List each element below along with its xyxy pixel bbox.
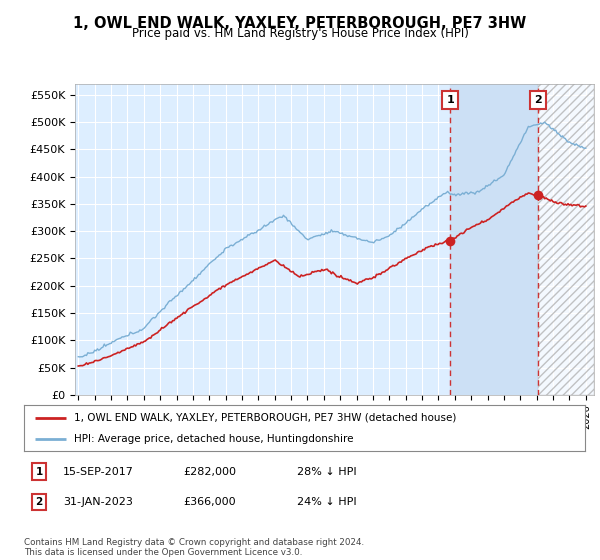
Text: 1: 1 — [446, 95, 454, 105]
Text: 28% ↓ HPI: 28% ↓ HPI — [297, 466, 356, 477]
Text: £282,000: £282,000 — [183, 466, 236, 477]
Text: 2: 2 — [35, 497, 43, 507]
Text: 31-JAN-2023: 31-JAN-2023 — [63, 497, 133, 507]
Text: 2: 2 — [534, 95, 542, 105]
Bar — [538, 84, 594, 395]
Text: 1, OWL END WALK, YAXLEY, PETERBOROUGH, PE7 3HW: 1, OWL END WALK, YAXLEY, PETERBOROUGH, P… — [73, 16, 527, 31]
Text: 1: 1 — [35, 466, 43, 477]
Text: 15-SEP-2017: 15-SEP-2017 — [63, 466, 134, 477]
Bar — [450, 84, 538, 395]
Text: 1, OWL END WALK, YAXLEY, PETERBOROUGH, PE7 3HW (detached house): 1, OWL END WALK, YAXLEY, PETERBOROUGH, P… — [74, 413, 457, 423]
Text: HPI: Average price, detached house, Huntingdonshire: HPI: Average price, detached house, Hunt… — [74, 435, 354, 444]
Text: Price paid vs. HM Land Registry's House Price Index (HPI): Price paid vs. HM Land Registry's House … — [131, 27, 469, 40]
Text: Contains HM Land Registry data © Crown copyright and database right 2024.
This d: Contains HM Land Registry data © Crown c… — [24, 538, 364, 557]
Text: £366,000: £366,000 — [183, 497, 236, 507]
Text: 24% ↓ HPI: 24% ↓ HPI — [297, 497, 356, 507]
